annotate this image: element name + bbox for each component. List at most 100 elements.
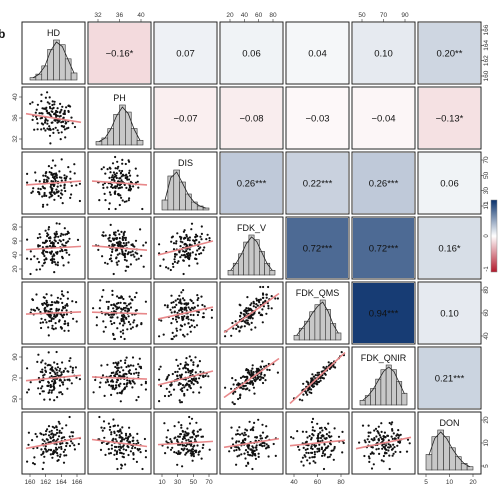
scatter-point — [115, 256, 118, 259]
tick-label: 30 — [174, 479, 182, 486]
scatter-point — [200, 238, 203, 241]
scatter-point — [210, 316, 213, 319]
scatter-point — [61, 105, 64, 108]
scatter-point — [125, 173, 128, 176]
scatter-point — [39, 236, 42, 239]
scatter-point — [391, 421, 394, 424]
scatter-point — [312, 385, 316, 388]
scatter-point — [210, 308, 213, 312]
scatter-point — [193, 242, 196, 245]
scatter-point — [60, 371, 63, 374]
scatter-point — [52, 328, 55, 331]
scatter-point — [45, 178, 48, 181]
scatter-point — [199, 428, 202, 431]
scatter-point — [377, 425, 380, 428]
scatter-point — [174, 370, 177, 374]
scatter-point — [128, 160, 131, 163]
scatter-point — [259, 437, 262, 440]
scatter-point — [58, 170, 61, 173]
scatter-point — [122, 332, 125, 335]
scatter-point — [44, 121, 47, 124]
scatter-point — [190, 443, 193, 446]
scatter-point — [67, 322, 70, 325]
scatter-point — [56, 185, 59, 188]
scatter-point — [379, 436, 382, 439]
scatter-point — [180, 401, 183, 404]
scatter-point — [110, 303, 113, 307]
scatter-point — [202, 375, 205, 378]
scatter-point — [324, 373, 327, 376]
scatter-point — [65, 121, 68, 124]
scatter-point — [238, 433, 242, 436]
scatter-point — [114, 386, 117, 389]
scatter-point — [115, 445, 118, 449]
panel-border — [219, 151, 284, 215]
scatter-point — [71, 366, 74, 369]
scatter-point — [261, 321, 264, 324]
tick-label: 70 — [12, 374, 19, 382]
scatter-point — [59, 234, 62, 237]
scatter-point — [32, 187, 35, 190]
scatter-point — [177, 421, 180, 424]
scatter-point — [252, 300, 255, 303]
scatter-point — [35, 293, 38, 296]
scatter-point — [175, 315, 178, 318]
scatter-point — [313, 450, 316, 454]
panel-5-3 — [219, 346, 284, 410]
scatter-point — [341, 430, 344, 433]
scatter-point — [254, 326, 257, 329]
scatter-point — [196, 294, 199, 297]
scatter-point — [47, 228, 50, 231]
scatter-point — [178, 235, 182, 238]
scatter-point — [55, 191, 58, 194]
scatter-point — [37, 261, 41, 264]
scatter-point — [26, 257, 29, 260]
scatter-point — [113, 179, 116, 182]
scatter-point — [120, 314, 124, 317]
tick-label: 70 — [380, 12, 388, 19]
scatter-point — [160, 319, 163, 322]
scatter-point — [115, 381, 118, 384]
scatter-point — [113, 192, 117, 195]
scatter-point — [117, 362, 120, 365]
scatter-point — [230, 387, 233, 390]
scatter-point — [30, 439, 34, 442]
panel-border — [285, 281, 350, 345]
scatter-point — [133, 372, 136, 375]
scatter-point — [47, 326, 50, 329]
correlation-value: 0.20** — [437, 49, 463, 60]
scatter-point — [59, 196, 62, 199]
scatter-point — [327, 422, 330, 425]
scatter-point — [176, 232, 179, 235]
scatter-point — [341, 451, 344, 454]
scatter-point — [101, 374, 105, 377]
scatter-point — [61, 301, 64, 304]
panel-border — [153, 21, 218, 85]
scatter-point — [112, 425, 115, 428]
scatter-point — [144, 300, 147, 303]
scatter-point — [66, 291, 69, 294]
panel-border — [87, 216, 152, 280]
scatter-point — [42, 107, 46, 110]
density-curve — [428, 431, 471, 468]
scatter-point — [321, 454, 324, 457]
scatter-point — [110, 322, 113, 326]
scatter-point — [329, 443, 332, 446]
scatter-point — [59, 442, 62, 446]
tick-label: 32 — [12, 135, 19, 143]
color-legend: 10-1 — [484, 199, 498, 273]
scatter-point — [143, 437, 146, 441]
scatter-point — [138, 448, 141, 451]
scatter-point — [102, 234, 105, 238]
scatter-point — [102, 420, 106, 423]
scatter-point — [121, 329, 125, 332]
scatter-point — [322, 450, 325, 453]
scatter-point — [27, 388, 30, 391]
scatter-point — [50, 250, 54, 253]
scatter-point — [58, 422, 61, 425]
scatter-point — [71, 435, 74, 438]
correlation-value: 0.22*** — [303, 179, 333, 190]
scatter-point — [201, 446, 204, 449]
histogram-bar — [359, 399, 366, 406]
